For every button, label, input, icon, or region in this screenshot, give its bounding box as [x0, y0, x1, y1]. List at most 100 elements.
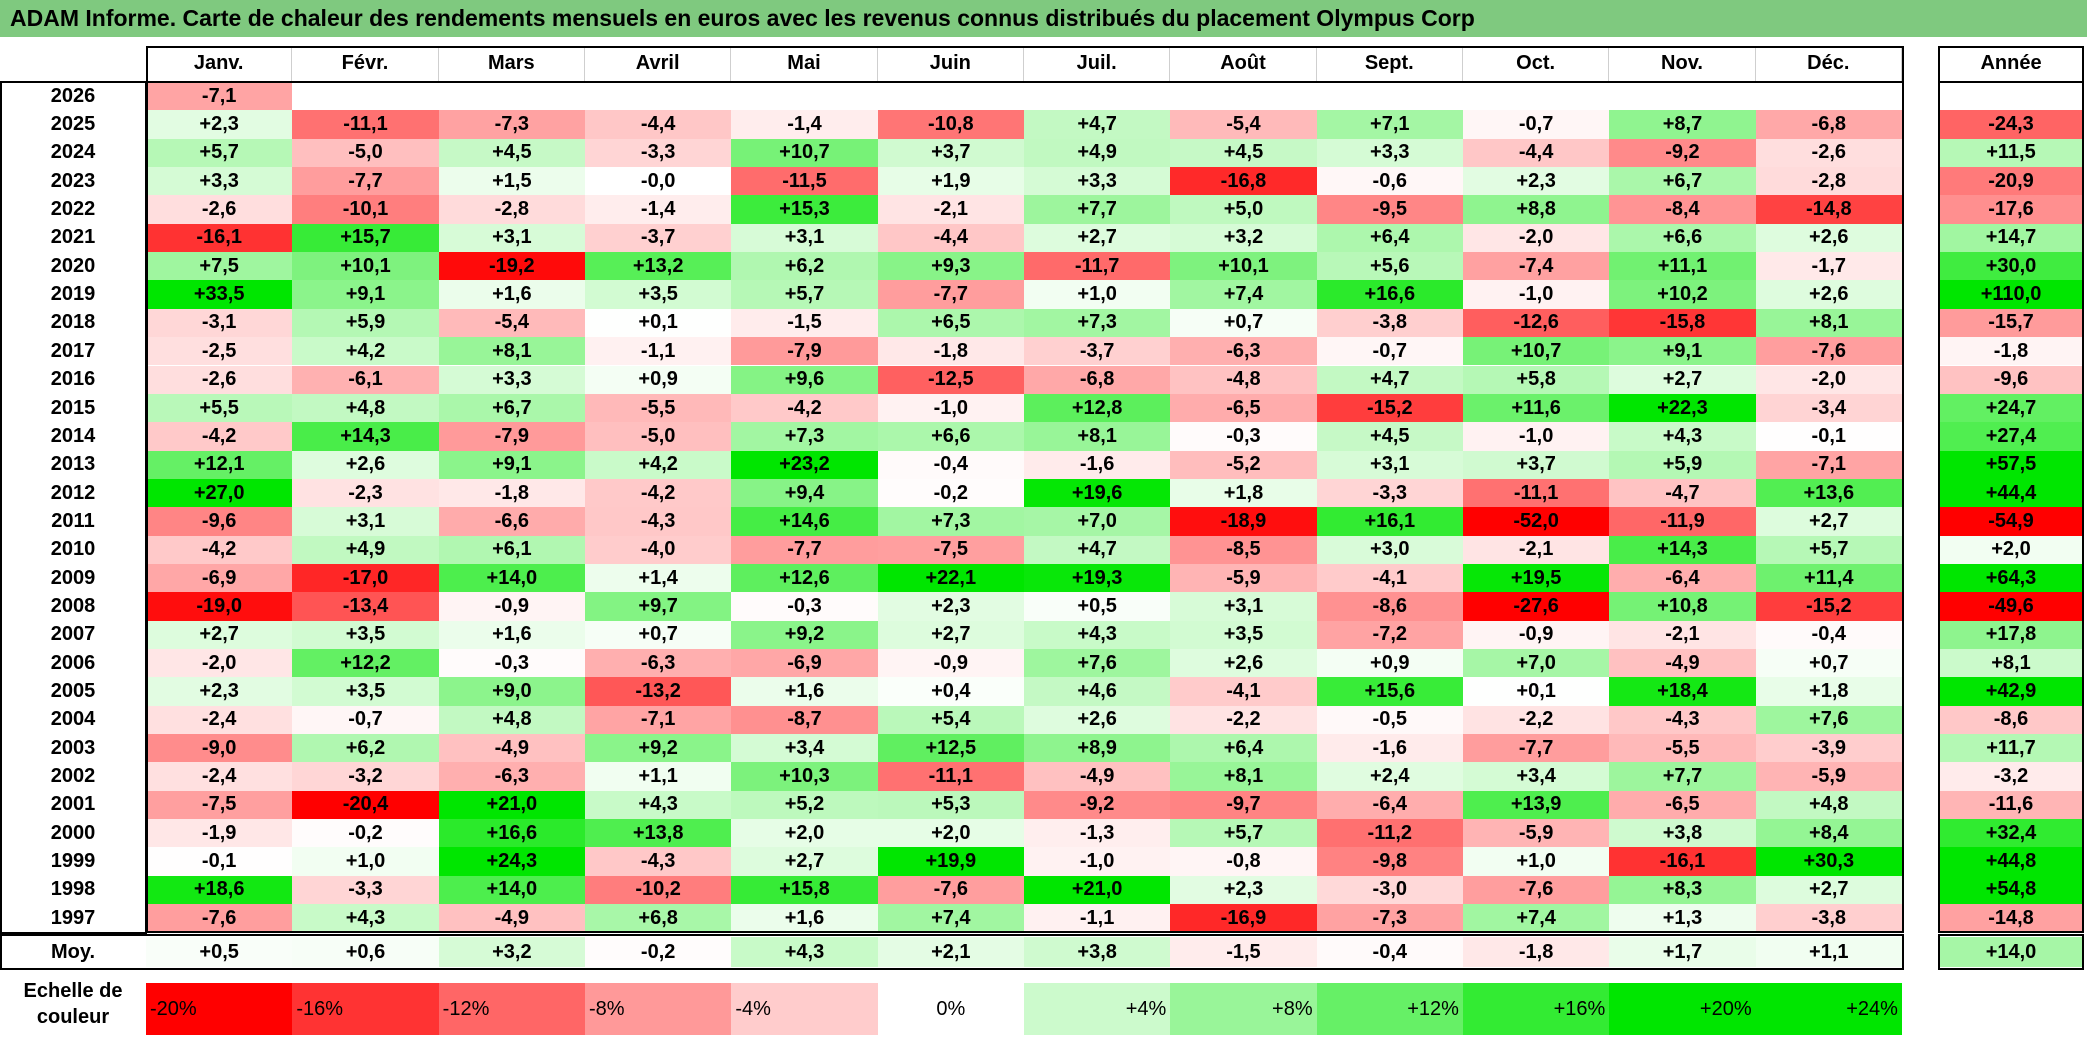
- annual-cell: +11,7: [1938, 734, 2084, 763]
- heatmap-cell: +9,0: [438, 677, 585, 706]
- heatmap-cell: +0,7: [584, 620, 732, 649]
- heatmap-cell: [584, 82, 732, 111]
- heatmap-cell: +4,8: [438, 705, 585, 735]
- heatmap-cell: +0,5: [1023, 592, 1171, 621]
- heatmap-cell: -0,7: [1462, 110, 1610, 139]
- heatmap-cell: -7,7: [877, 280, 1024, 309]
- heatmap-cell: +4,9: [292, 535, 439, 564]
- heatmap-cell: -4,4: [584, 110, 732, 139]
- heatmap-cell: +7,4: [877, 904, 1024, 933]
- heatmap-cell: +9,2: [731, 620, 878, 649]
- heatmap-cell: +13,2: [584, 252, 732, 281]
- row-year-label: 1999: [50, 850, 96, 873]
- annual-cell: [1938, 82, 2084, 111]
- heatmap-cell: +18,4: [1609, 677, 1756, 706]
- heatmap-cell: -4,3: [584, 847, 732, 876]
- heatmap-cell: +9,2: [584, 734, 732, 763]
- heatmap-cell: +6,6: [877, 422, 1024, 451]
- heatmap-cell: +5,7: [146, 138, 293, 168]
- row-year-label: 2022: [50, 198, 96, 221]
- heatmap-cell: -1,0: [1023, 847, 1171, 876]
- heatmap-cell: +27,0: [146, 478, 293, 508]
- heatmap-cell: +2,6: [1170, 649, 1317, 678]
- heatmap-cell: +0,9: [584, 365, 732, 394]
- heatmap-cell: -1,5: [731, 308, 878, 338]
- heatmap-cell: -9,8: [1316, 847, 1463, 876]
- heatmap-cell: -16,1: [1609, 847, 1756, 876]
- heatmap-cell: -7,9: [731, 337, 878, 366]
- heatmap-cell: +14,0: [438, 563, 585, 593]
- heatmap-cell: +8,4: [1755, 819, 1902, 848]
- row-year-label: 2006: [50, 651, 96, 674]
- heatmap-cell: +4,5: [438, 138, 585, 168]
- heatmap-cell: +8,9: [1023, 734, 1171, 763]
- heatmap-cell: -7,1: [146, 82, 293, 111]
- heatmap-cell: +7,5: [146, 252, 293, 281]
- heatmap-cell: -52,0: [1462, 507, 1610, 536]
- heatmap-cell: +7,7: [1609, 762, 1756, 791]
- heatmap-cell: -1,9: [146, 819, 293, 848]
- heatmap-cell: +9,6: [731, 365, 878, 394]
- heatmap-cell: -4,8: [1170, 365, 1317, 394]
- heatmap-cell: -2,4: [146, 705, 293, 735]
- annual-cell: -8,6: [1938, 705, 2084, 735]
- heatmap-cell: [1023, 82, 1171, 111]
- heatmap-cell: +4,3: [1609, 422, 1756, 451]
- heatmap-cell: [1462, 82, 1610, 111]
- month-header: Juil.: [1024, 46, 1171, 81]
- heatmap-cell: +5,6: [1316, 252, 1463, 281]
- heatmap-cell: +19,9: [877, 847, 1024, 876]
- heatmap-cell: -12,5: [877, 365, 1024, 394]
- heatmap-cell: +15,8: [731, 875, 878, 905]
- heatmap-cell: -5,5: [1609, 734, 1756, 763]
- annual-cell: -15,7: [1938, 308, 2084, 338]
- average-cell: +3,2: [438, 937, 585, 967]
- heatmap-cell: -1,1: [584, 337, 732, 366]
- average-cell: +3,8: [1023, 937, 1171, 967]
- heatmap-cell: +6,7: [1609, 167, 1756, 196]
- row-year-label: 2026: [50, 84, 96, 107]
- heatmap-cell: -2,8: [438, 195, 585, 224]
- heatmap-cell: -5,4: [438, 308, 585, 338]
- heatmap-cell: -16,1: [146, 223, 293, 253]
- heatmap-cell: +9,3: [877, 252, 1024, 281]
- heatmap-cell: +5,2: [731, 790, 878, 820]
- heatmap-cell: -1,4: [731, 110, 878, 139]
- heatmap-cell: +14,6: [731, 507, 878, 536]
- heatmap-cell: +11,1: [1609, 252, 1756, 281]
- heatmap-cell: -0,3: [438, 649, 585, 678]
- heatmap-cell: +1,6: [731, 677, 878, 706]
- heatmap-cell: -10,1: [292, 195, 439, 224]
- color-scale-label: Echelle de couleur: [23, 980, 123, 1028]
- row-year-label: 2003: [50, 736, 96, 759]
- row-year-label: 2013: [50, 453, 96, 476]
- heatmap-cell: +10,1: [1170, 252, 1317, 281]
- heatmap-cell: +12,1: [146, 450, 293, 479]
- heatmap-cell: -5,4: [1170, 110, 1317, 139]
- color-scale-swatch: -20%: [146, 983, 293, 1035]
- heatmap-cell: -6,9: [146, 563, 293, 593]
- heatmap-cell: +6,4: [1170, 734, 1317, 763]
- heatmap-cell: +13,6: [1755, 478, 1902, 508]
- heatmap-cell: +3,1: [292, 507, 439, 536]
- average-annual-cell: +14,0: [1938, 937, 2084, 967]
- heatmap-cell: -6,3: [1170, 337, 1317, 366]
- annual-cell: +14,7: [1938, 223, 2084, 253]
- average-cell: -1,5: [1170, 937, 1317, 967]
- heatmap-cell: +13,9: [1462, 790, 1610, 820]
- heatmap-cell: +23,2: [731, 450, 878, 479]
- heatmap-cell: -4,9: [438, 734, 585, 763]
- heatmap-cell: -17,0: [292, 563, 439, 593]
- heatmap-cell: +22,3: [1609, 393, 1756, 423]
- heatmap-cell: -16,8: [1170, 167, 1317, 196]
- heatmap-cell: -14,8: [1755, 195, 1902, 224]
- heatmap-cell: +4,7: [1023, 110, 1171, 139]
- heatmap-cell: -8,4: [1609, 195, 1756, 224]
- row-year-label: 2016: [50, 368, 96, 391]
- row-year-label: 2004: [50, 708, 96, 731]
- heatmap-cell: -4,9: [1609, 649, 1756, 678]
- heatmap-cell: +13,8: [584, 819, 732, 848]
- row-year-label: 2001: [50, 793, 96, 816]
- month-header: Janv.: [146, 46, 293, 81]
- heatmap-cell: +11,4: [1755, 563, 1902, 593]
